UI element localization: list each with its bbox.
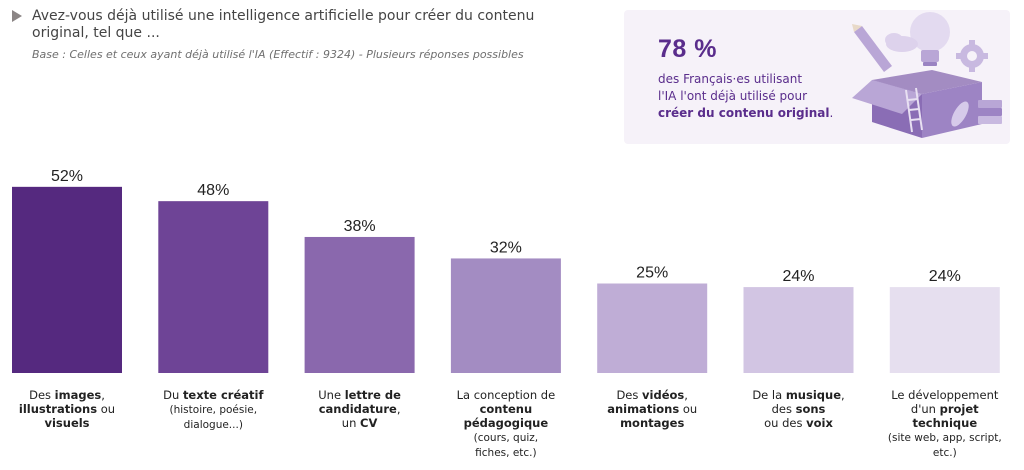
callout-line-1: des Français·es utilisant [658,72,803,86]
category-label-7: Le développement d'un projet technique (si… [887,388,1002,459]
open-box-icon [852,70,982,138]
callout-line-2: l'IA l'ont déjà utilisé pour [658,89,808,103]
category-label-6: De la musique, des sons ou des voix [752,388,845,430]
bar-5 [597,283,708,373]
category-label-1: Des images, illustrations ou visuels [18,388,116,430]
category-label-2: Du texte créatif (histoire, poésie, dialog… [163,388,264,431]
pencil-icon [852,24,892,72]
key-figure-callout: 78 % des Français·es utilisant l'IA l'on… [624,10,1010,144]
callout-line-3-text: créer du contenu original [658,106,830,120]
books-icon [978,100,1002,124]
ai-creativity-illustration [852,12,1002,138]
ladder-icon [905,87,923,133]
value-label-4: 32% [490,239,522,256]
bar-1 [12,186,122,373]
gear-icon [956,40,988,72]
bar-3 [304,236,415,373]
chart-question: Avez-vous déjà utilisé une intelligence … [32,8,535,41]
play-triangle-icon [12,10,22,22]
value-label-6: 24% [782,268,814,285]
category-label-4: La conception de contenu pédagogique (cour… [456,388,556,459]
bar-7 [889,287,1000,373]
callout-percent: 78 % [658,35,717,63]
value-label-2: 48% [197,182,229,199]
value-label-1: 52% [51,168,83,185]
value-label-5: 25% [636,265,668,282]
category-label-5: Des vidéos, animations ou montages [607,388,698,430]
bar-2 [158,201,269,373]
chart-header: Avez-vous déjà utilisé une intelligence … [12,8,572,61]
value-label-7: 24% [929,268,961,285]
value-label-3: 38% [344,218,376,235]
bar-6 [743,287,854,373]
bar-chart: 52% 48% 38% 32% 25% 24% 24% [12,168,1000,373]
bar-4 [450,258,561,373]
chart-base-note: Base : Celles et ceux ayant déjà utilisé… [32,48,524,61]
rocket-icon [951,101,969,127]
callout-line-3: créer du contenu original. [658,106,833,121]
lightbulb-icon [910,12,950,66]
category-label-3: Une lettre de candidature, un CV [318,388,401,430]
cloud-icon [885,33,918,52]
callout-line-3-suffix: . [829,106,834,120]
